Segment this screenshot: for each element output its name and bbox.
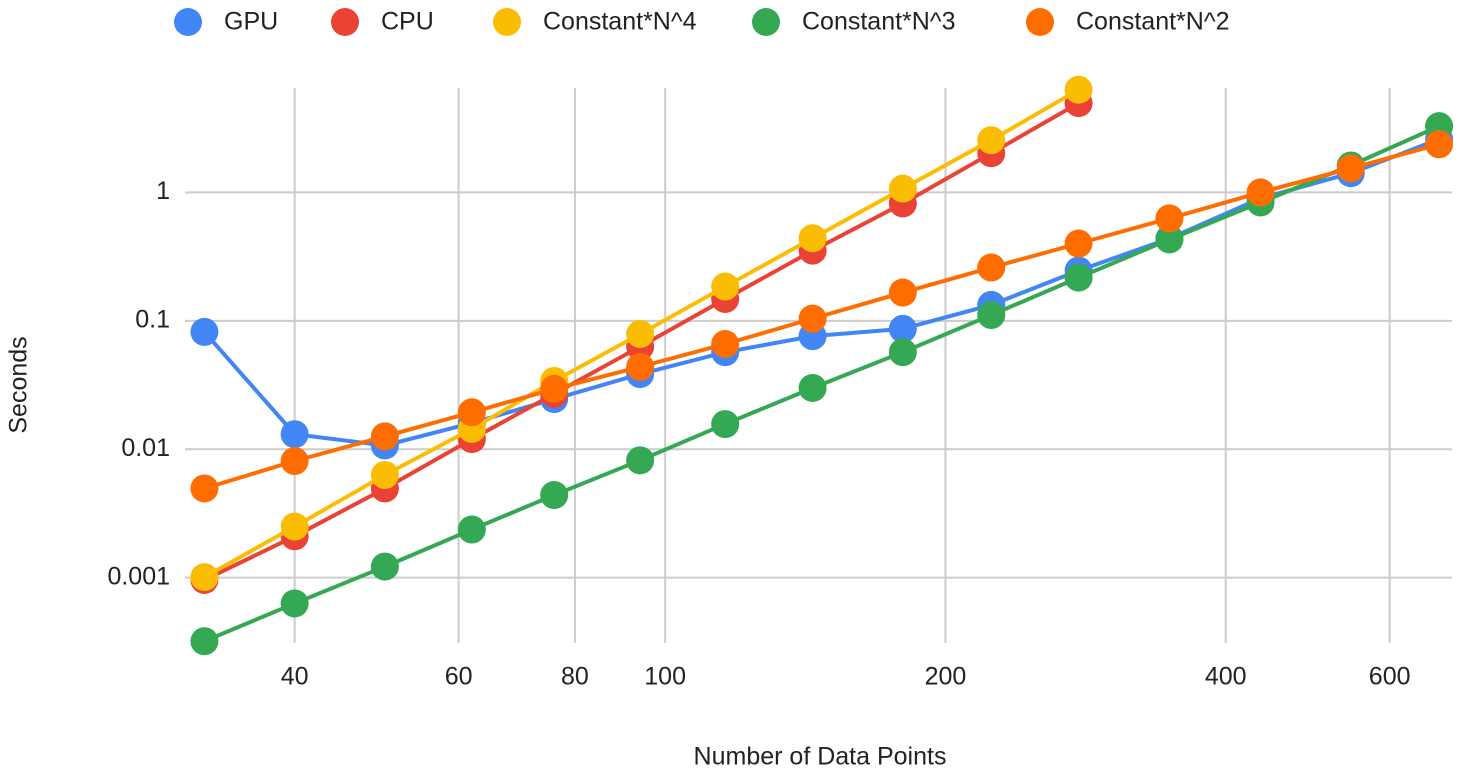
y-axis-title: Seconds — [5, 336, 33, 433]
data-point — [888, 314, 917, 343]
x-tick-label: 80 — [561, 663, 589, 691]
data-point — [888, 278, 917, 307]
data-point — [1425, 130, 1454, 159]
y-tick-label: 0.001 — [107, 562, 170, 590]
data-point — [626, 352, 655, 381]
x-tick-label: 400 — [1205, 663, 1247, 691]
data-point — [888, 174, 917, 203]
data-point — [540, 374, 569, 403]
x-axis-title: Number of Data Points — [694, 743, 947, 771]
data-point — [190, 627, 219, 656]
legend-swatch — [174, 8, 202, 36]
data-point — [888, 338, 917, 367]
data-point — [1064, 229, 1093, 258]
x-tick-label: 40 — [281, 663, 309, 691]
data-point — [190, 317, 219, 346]
legend-label: Constant*N^3 — [802, 8, 955, 36]
x-tick-label: 600 — [1369, 663, 1411, 691]
legend-swatch — [493, 8, 521, 36]
data-point — [280, 447, 309, 476]
legend-label: GPU — [224, 8, 278, 36]
data-point — [370, 552, 399, 581]
data-point — [457, 515, 486, 544]
data-point — [457, 398, 486, 427]
data-point — [540, 481, 569, 510]
data-point — [798, 224, 827, 253]
data-point — [1336, 154, 1365, 183]
data-point — [798, 373, 827, 402]
data-point — [280, 589, 309, 618]
y-tick-label: 1 — [156, 177, 170, 205]
x-tick-label: 200 — [925, 663, 967, 691]
legend-label: Constant*N^4 — [543, 8, 697, 36]
legend-swatch — [1026, 8, 1054, 36]
data-point — [1246, 178, 1275, 207]
data-point — [798, 304, 827, 333]
legend-label: CPU — [381, 8, 434, 36]
data-point — [190, 474, 219, 503]
y-tick-label: 0.01 — [121, 434, 170, 462]
data-point — [280, 420, 309, 449]
data-point — [977, 126, 1006, 155]
data-point — [711, 330, 740, 359]
data-point — [711, 272, 740, 301]
legend-swatch — [752, 8, 780, 36]
data-point — [1155, 204, 1184, 233]
data-point — [626, 446, 655, 475]
x-tick-label: 100 — [644, 663, 686, 691]
data-point — [1064, 75, 1093, 104]
data-point — [370, 422, 399, 451]
data-point — [711, 410, 740, 439]
data-point — [977, 253, 1006, 282]
data-point — [1155, 225, 1184, 254]
data-point — [1064, 263, 1093, 292]
data-point — [280, 512, 309, 541]
y-tick-label: 0.1 — [135, 305, 170, 333]
data-point — [626, 319, 655, 348]
data-point — [977, 301, 1006, 330]
data-point — [190, 563, 219, 592]
legend-label: Constant*N^2 — [1076, 8, 1229, 36]
x-tick-label: 60 — [445, 663, 473, 691]
legend-swatch — [331, 8, 359, 36]
data-point — [370, 461, 399, 490]
